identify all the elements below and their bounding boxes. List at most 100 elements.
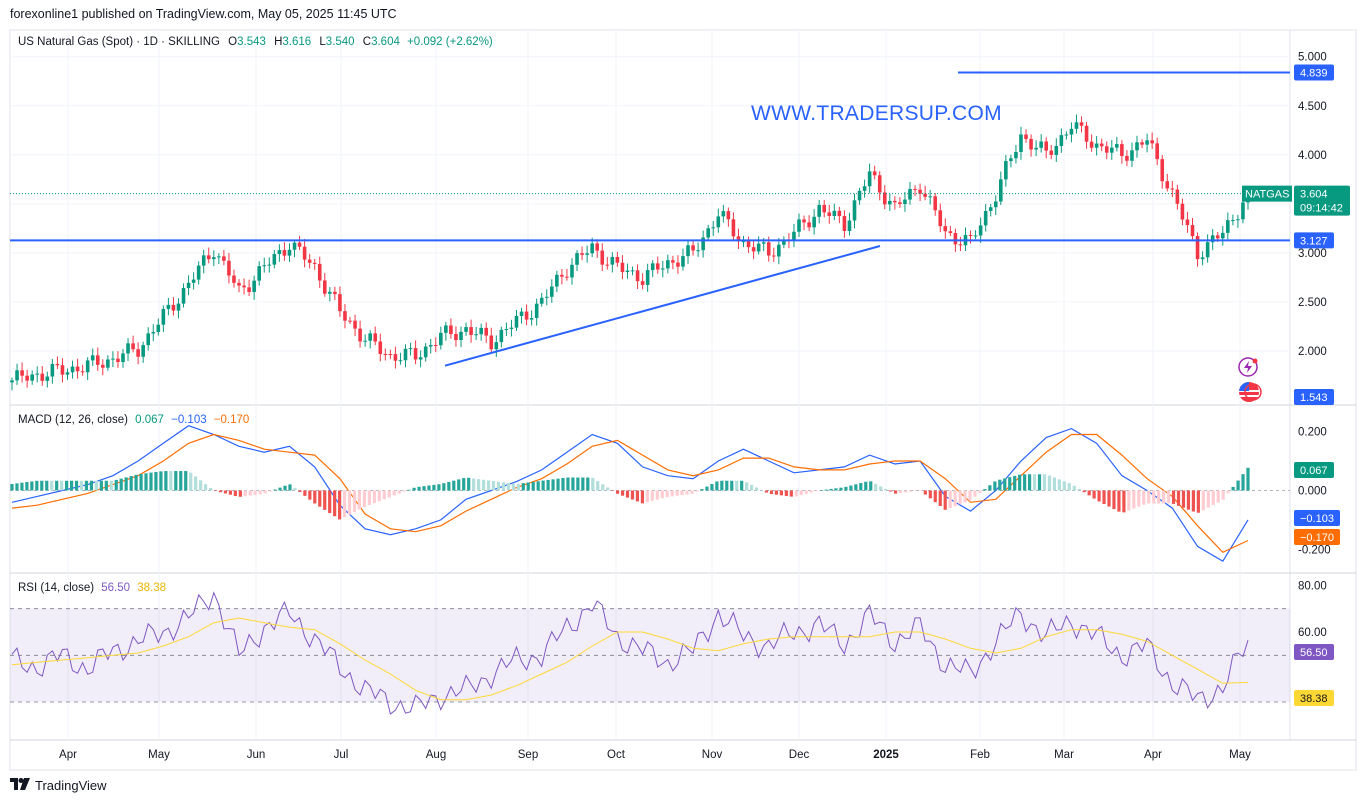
macd-hist-bar: [1097, 490, 1101, 502]
candle-body: [418, 357, 423, 360]
candle-body: [983, 210, 988, 226]
macd-hist-bar: [670, 490, 674, 497]
candle-body: [75, 366, 80, 372]
macd-hist-bar: [154, 471, 158, 491]
candle-body: [106, 359, 110, 368]
candle-body: [953, 233, 958, 245]
candle-body: [333, 291, 337, 295]
macd-hist-bar: [665, 490, 669, 498]
open-label: O: [228, 36, 238, 48]
candle-body: [131, 343, 135, 350]
candle-body: [1054, 145, 1059, 155]
macd-hist-bar: [1052, 477, 1057, 491]
macd-hist-bar: [1241, 474, 1245, 491]
macd-hist-bar: [397, 490, 401, 494]
macd-hist-bar: [953, 490, 957, 507]
macd-hist-bar: [1087, 490, 1091, 496]
macd-hist-bar: [541, 480, 545, 491]
macd-hist-bar: [367, 490, 371, 506]
macd-hist-bar: [988, 485, 992, 491]
macd-hist-bar: [338, 490, 342, 520]
macd-signal-tag-bg: [1294, 529, 1340, 545]
candle-body: [151, 332, 156, 334]
macd-hist-bar: [1117, 490, 1121, 512]
macd-hist-bar: [1157, 490, 1161, 504]
candle-body: [201, 255, 206, 266]
macd-hist-bar: [119, 478, 123, 491]
candle-body: [121, 353, 125, 362]
macd-axis-tick: -0.200: [1298, 544, 1331, 556]
macd-hist-bar: [89, 480, 94, 491]
candle-body: [176, 303, 181, 311]
candle-body: [267, 264, 272, 266]
macd-hist-bar: [735, 480, 739, 491]
macd-hist-bar: [1013, 475, 1017, 491]
candle-body: [1130, 150, 1134, 161]
candle-body: [10, 380, 14, 383]
macd-hist-bar: [1201, 490, 1205, 511]
us-flag-icon[interactable]: [1239, 381, 1262, 402]
time-axis-tick: Aug: [426, 749, 446, 761]
macd-hist-bar: [581, 477, 585, 491]
candle-body: [565, 276, 569, 278]
candle-body: [1180, 203, 1185, 220]
candle-body: [837, 210, 842, 217]
macd-hist-bar: [879, 486, 883, 491]
rsi-axis-tick: 60.00: [1298, 627, 1327, 639]
candle-body: [660, 268, 665, 270]
macd-hist-value: 0.067: [135, 414, 164, 426]
price-legend[interactable]: US Natural Gas (Spot) · 1D · SKILLING O3…: [18, 36, 493, 48]
candle-body: [262, 265, 267, 267]
candle-body: [423, 346, 428, 358]
candle-body: [550, 286, 554, 297]
macd-legend[interactable]: MACD (12, 26, close) 0.067 −0.103 −0.170: [18, 414, 249, 426]
rsi-ma-value: 38.38: [137, 582, 167, 594]
macd-hist-bar: [1152, 490, 1156, 504]
candle-body: [933, 196, 938, 211]
macd-hist-bar: [839, 487, 843, 491]
macd-hist-bar: [1047, 475, 1052, 491]
rsi-legend[interactable]: RSI (14, close) 56.50 38.38: [18, 582, 166, 594]
candle-body: [1094, 143, 1099, 148]
symbol-tag: NATGAS: [1245, 189, 1289, 201]
macd-hist-bar: [333, 490, 337, 517]
macd-hist-bar: [1127, 490, 1131, 511]
candle-body: [766, 242, 771, 256]
candle-body: [55, 363, 60, 366]
macd-hist-bar: [417, 486, 421, 491]
macd-hist-bar: [308, 490, 312, 500]
candle-body: [257, 266, 261, 281]
macd-hist-bar: [208, 487, 213, 491]
candle-body: [15, 370, 19, 381]
macd-hist-bar: [615, 490, 620, 494]
macd-hist-bar: [422, 486, 426, 491]
footer[interactable]: TradingView: [10, 777, 107, 793]
time-axis-tick: Mar: [1054, 749, 1074, 761]
candle-body: [247, 287, 251, 292]
candle-body: [242, 285, 246, 288]
candle-body: [90, 355, 95, 361]
macd-hist-bar: [789, 490, 793, 497]
last-price-tag-bg: [1294, 185, 1350, 216]
candle-body: [171, 304, 176, 311]
time-axis-tick: Jun: [247, 749, 266, 761]
candle-body: [968, 234, 973, 236]
macd-hist-bar: [978, 490, 982, 493]
macd-hist-bar: [913, 490, 918, 492]
macd-hist-bar: [268, 490, 272, 492]
candle-body: [232, 275, 236, 283]
lightning-icon[interactable]: [1238, 357, 1258, 377]
candle-body: [993, 201, 998, 208]
resistance-tag: 4.839: [1300, 68, 1328, 80]
macd-histogram: [10, 467, 1250, 520]
macd-signal-value: −0.170: [213, 414, 250, 426]
candle-body: [1195, 236, 1200, 260]
macd-hist-bar: [402, 490, 406, 492]
macd-hist-bar: [536, 481, 540, 491]
candle-body: [222, 256, 226, 261]
candle-body: [630, 270, 635, 272]
macd-hist-bar: [1191, 490, 1195, 512]
macd-hist-bar: [432, 484, 436, 491]
candle-body: [277, 250, 282, 255]
